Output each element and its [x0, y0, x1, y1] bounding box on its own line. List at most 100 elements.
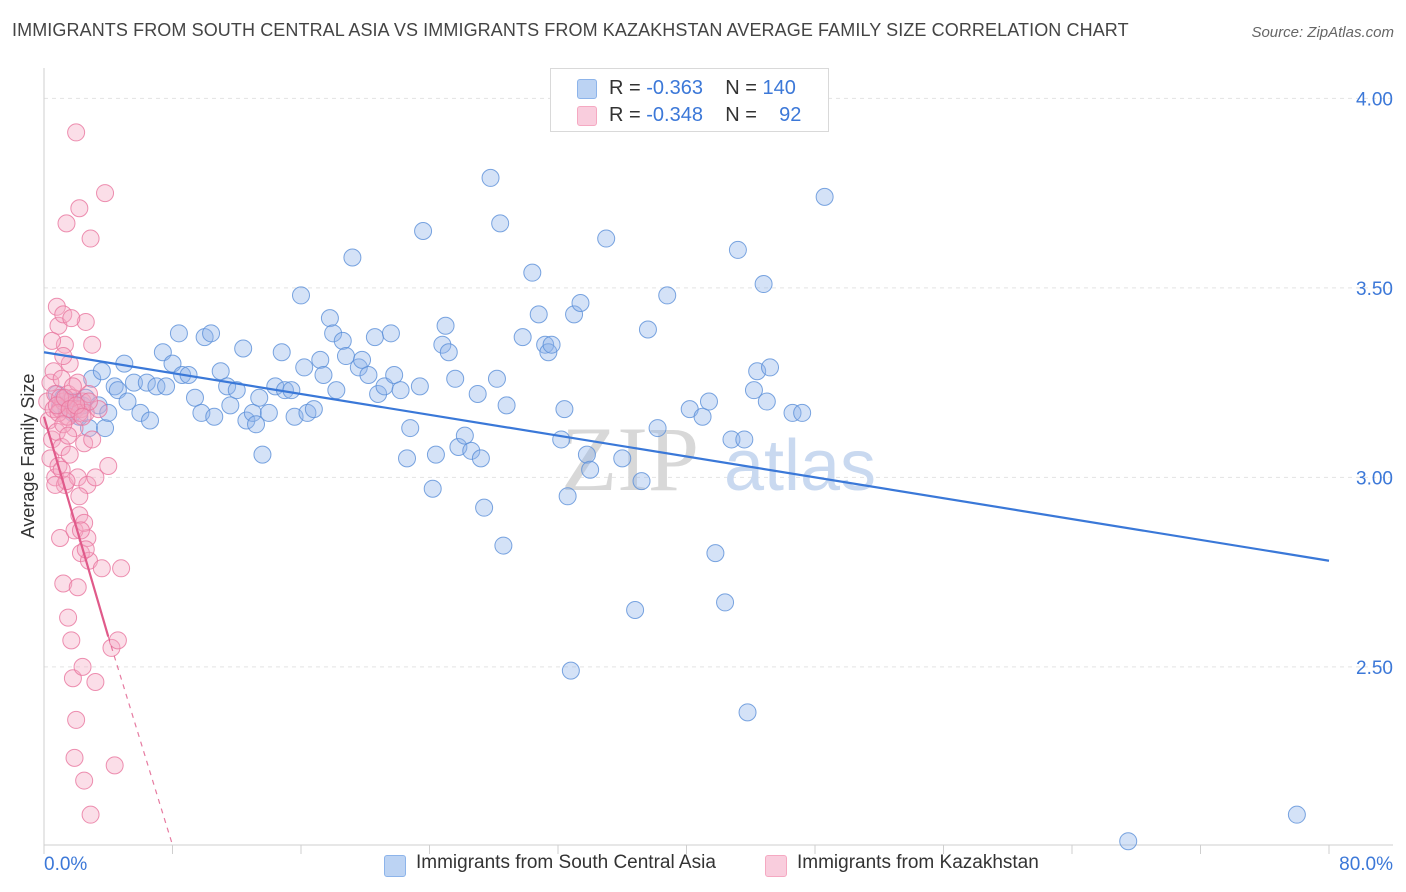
data-point: [436, 316, 455, 335]
data-point: [253, 445, 272, 464]
data-point: [92, 559, 111, 578]
legend-n-value: 92: [779, 104, 802, 126]
data-point: [754, 275, 773, 294]
data-point: [63, 377, 82, 396]
legend-swatch-pink: [577, 106, 597, 126]
data-point: [86, 468, 105, 487]
data-point: [65, 748, 84, 767]
data-point: [706, 544, 725, 563]
gridlines: [44, 97, 1393, 668]
data-point: [68, 468, 87, 487]
data-point: [67, 710, 86, 729]
data-point: [124, 373, 143, 392]
data-point: [529, 305, 548, 324]
data-point: [497, 396, 516, 415]
data-point: [462, 441, 481, 460]
series-kazakhstan: [38, 123, 131, 824]
data-point: [423, 479, 442, 498]
data-point: [658, 286, 677, 305]
data-point: [295, 358, 314, 377]
data-point: [314, 366, 333, 385]
data-point: [722, 430, 741, 449]
legend-n-label: N =: [725, 77, 763, 99]
data-point: [571, 293, 590, 312]
data-point: [73, 407, 92, 426]
data-point: [89, 400, 108, 419]
data-point: [108, 631, 127, 650]
legend-r-value: -0.363: [646, 77, 703, 99]
data-point: [99, 456, 118, 475]
data-point: [369, 384, 388, 403]
y-tick-label: 2.50: [1356, 658, 1393, 679]
data-point: [202, 324, 221, 343]
data-point: [491, 214, 510, 233]
data-point: [523, 263, 542, 282]
data-point: [1287, 805, 1306, 824]
data-point: [83, 369, 102, 388]
data-point: [757, 392, 776, 411]
series-legend: Immigrants from South Central Asia Immig…: [0, 850, 1406, 880]
data-point: [693, 407, 712, 426]
data-point: [47, 297, 66, 316]
data-point: [555, 400, 574, 419]
legend-swatch-blue: [384, 855, 406, 877]
data-point: [83, 430, 102, 449]
data-point: [112, 559, 131, 578]
data-point: [311, 350, 330, 369]
data-point: [793, 403, 812, 422]
data-point: [446, 369, 465, 388]
data-point: [783, 403, 802, 422]
data-point: [73, 657, 92, 676]
data-point: [638, 320, 657, 339]
legend-swatch-pink: [765, 855, 787, 877]
data-point: [558, 487, 577, 506]
data-point: [68, 578, 87, 597]
data-point: [60, 445, 79, 464]
data-point: [410, 377, 429, 396]
data-point: [391, 381, 410, 400]
data-point: [92, 362, 111, 381]
legend-item-south-central-asia: Immigrants from South Central Asia: [384, 852, 716, 877]
data-point: [381, 324, 400, 343]
trend-line: [43, 351, 1330, 562]
data-point: [51, 528, 70, 547]
data-point: [243, 403, 262, 422]
data-point: [83, 335, 102, 354]
x-tick-label-left: 0.0%: [44, 854, 87, 875]
watermark: ZIP atlas: [561, 408, 876, 510]
data-point: [433, 335, 452, 354]
data-point: [471, 449, 490, 468]
data-point: [99, 403, 118, 422]
data-point: [157, 377, 176, 396]
trend-line: [42, 416, 110, 637]
data-point: [221, 396, 240, 415]
data-point: [70, 487, 89, 506]
data-point: [735, 430, 754, 449]
data-point: [542, 335, 561, 354]
trend-line-extension: [107, 636, 174, 846]
data-point: [211, 362, 230, 381]
data-point: [815, 187, 834, 206]
data-point: [327, 381, 346, 400]
watermark-zip: ZIP: [561, 408, 699, 510]
data-point: [565, 305, 584, 324]
data-point: [292, 286, 310, 305]
legend-label: Immigrants from South Central Asia: [416, 852, 716, 873]
data-point: [414, 221, 433, 240]
data-point: [62, 631, 81, 650]
data-point: [247, 415, 266, 434]
data-point: [131, 403, 150, 422]
data-point: [49, 403, 68, 422]
data-point: [365, 328, 384, 347]
data-point: [81, 805, 100, 824]
y-axis-title-group: Average Family Size: [18, 374, 38, 539]
data-point: [105, 756, 124, 775]
data-point: [118, 392, 137, 411]
data-point: [96, 419, 115, 438]
y-tick-label: 3.00: [1356, 468, 1393, 489]
legend-swatch-blue: [577, 79, 597, 99]
data-point: [272, 343, 291, 362]
data-point: [54, 574, 73, 593]
data-point: [577, 445, 596, 464]
